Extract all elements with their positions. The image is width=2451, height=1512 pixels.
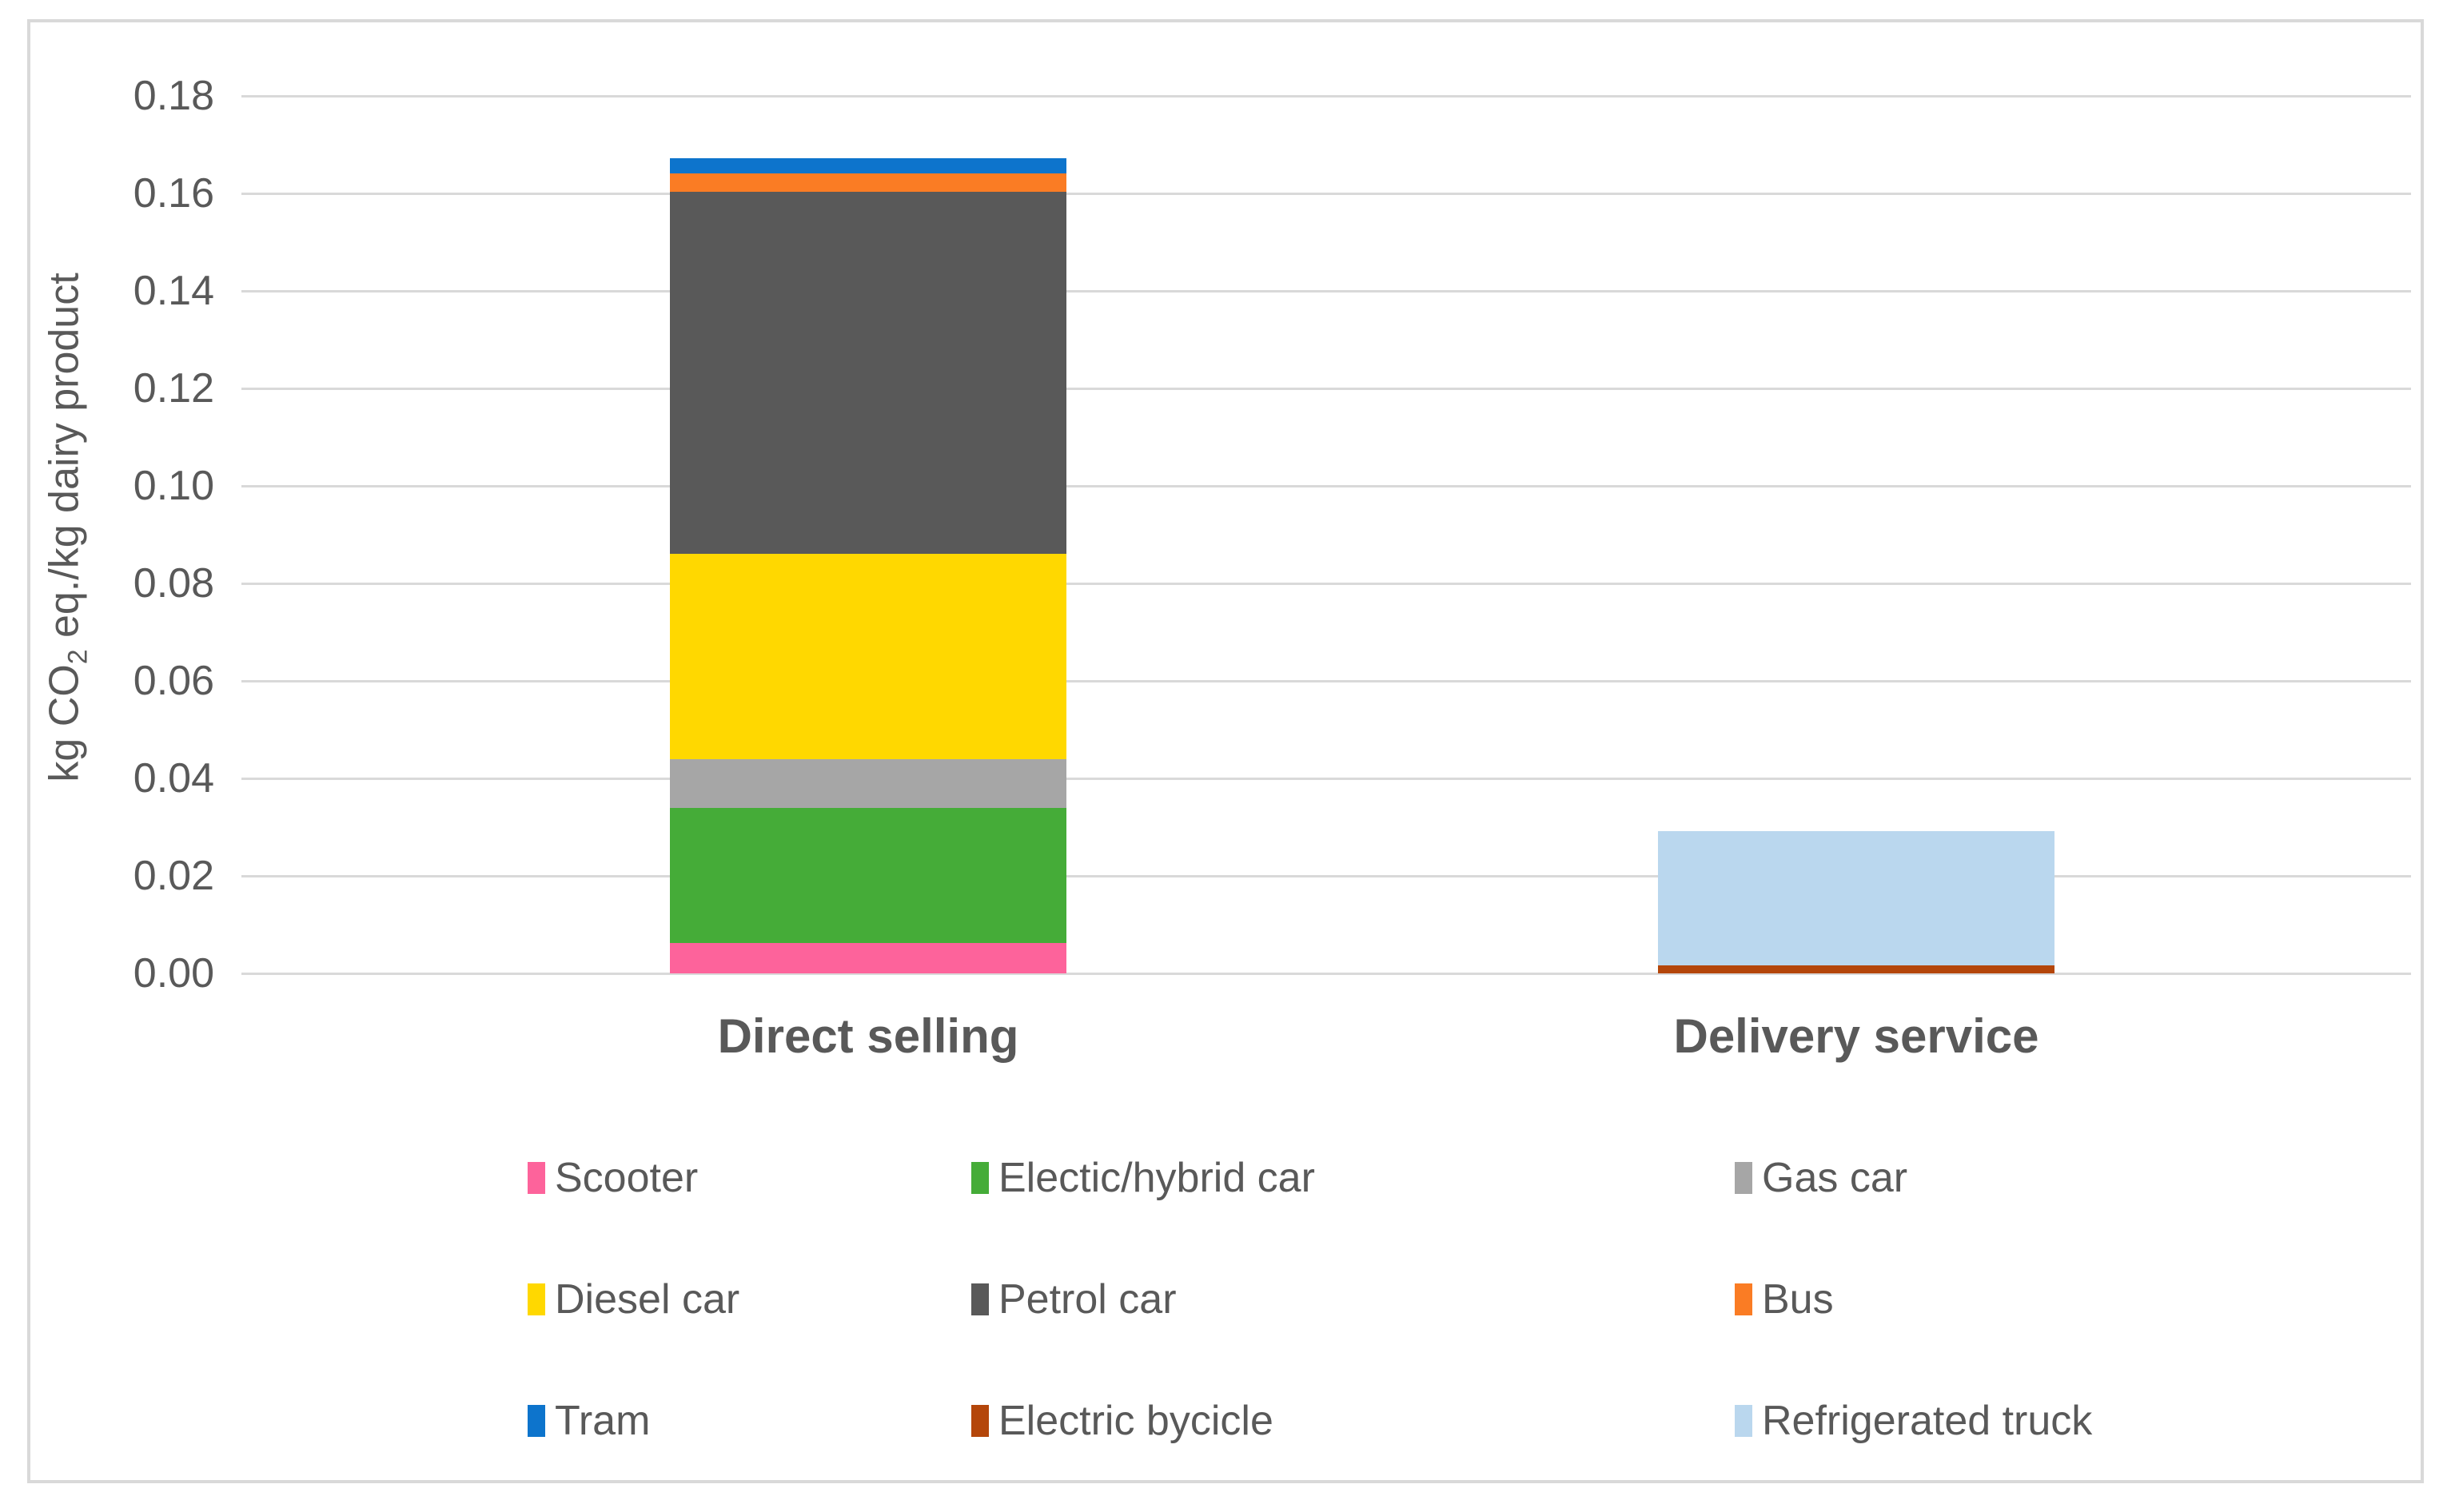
legend-swatch-scooter	[528, 1162, 545, 1194]
gridline-0.10	[241, 485, 2411, 487]
category-label-delivery-service: Delivery service	[1673, 1009, 2039, 1063]
y-axis-title-prefix: kg CO	[41, 664, 88, 782]
legend-label-bus: Bus	[1762, 1276, 1834, 1323]
legend-item-electric-bycicle: Electric bycicle	[971, 1392, 1273, 1450]
gridline-0.06	[241, 680, 2411, 682]
legend-item-bus: Bus	[1735, 1271, 1834, 1328]
legend-label-electic-hybrid-car: Electic/hybrid car	[998, 1155, 1315, 1201]
category-label-direct-selling: Direct selling	[717, 1009, 1019, 1063]
legend-swatch-electic-hybrid-car	[971, 1162, 989, 1194]
legend-item-petrol-car: Petrol car	[971, 1271, 1177, 1328]
legend-item-diesel-car: Diesel car	[528, 1271, 739, 1328]
bar-segment-refrigerated-truck-delivery-service	[1658, 831, 2054, 965]
legend-label-tram: Tram	[555, 1398, 651, 1444]
bar-direct-selling	[670, 0, 1066, 973]
legend-label-diesel-car: Diesel car	[555, 1276, 740, 1323]
gridline-0.12	[241, 388, 2411, 390]
y-tick-label-0.02: 0.02	[133, 853, 214, 899]
bar-segment-gas-car-direct-selling	[670, 759, 1066, 808]
bar-segment-diesel-car-direct-selling	[670, 554, 1066, 759]
gridline-0.02	[241, 875, 2411, 877]
legend-label-petrol-car: Petrol car	[998, 1276, 1177, 1323]
legend-swatch-tram	[528, 1405, 545, 1437]
legend-item-electic-hybrid-car: Electic/hybrid car	[971, 1149, 1315, 1207]
y-tick-label-0.10: 0.10	[133, 463, 214, 509]
legend-swatch-bus	[1735, 1283, 1752, 1315]
y-axis-title-suffix: eq./kg dairy product	[41, 273, 88, 650]
legend-swatch-petrol-car	[971, 1283, 989, 1315]
bar-segment-petrol-car-direct-selling	[670, 192, 1066, 554]
bar-segment-electic-hybrid-car-direct-selling	[670, 808, 1066, 943]
chart-border	[27, 19, 2424, 1483]
legend-label-electric-bycicle: Electric bycicle	[998, 1398, 1273, 1444]
bar-segment-scooter-direct-selling	[670, 943, 1066, 973]
legend-label-scooter: Scooter	[555, 1155, 699, 1201]
y-tick-label-0.12: 0.12	[133, 365, 214, 412]
legend-item-scooter: Scooter	[528, 1149, 698, 1207]
legend-swatch-diesel-car	[528, 1283, 545, 1315]
y-tick-label-0.06: 0.06	[133, 658, 214, 704]
y-tick-label-0.04: 0.04	[133, 755, 214, 802]
legend-item-tram: Tram	[528, 1392, 650, 1450]
y-axis-title: kg CO2 eq./kg dairy product	[40, 273, 94, 782]
legend-swatch-electric-bycicle	[971, 1405, 989, 1437]
gridline-0.18	[241, 95, 2411, 97]
legend-item-refrigerated-truck: Refrigerated truck	[1735, 1392, 2092, 1450]
gridline-0.08	[241, 583, 2411, 585]
legend-label-gas-car: Gas car	[1762, 1155, 1908, 1201]
legend-swatch-gas-car	[1735, 1162, 1752, 1194]
y-axis-title-subscript: 2	[62, 649, 94, 665]
gridline-0.04	[241, 778, 2411, 780]
y-tick-label-0.14: 0.14	[133, 268, 214, 314]
bar-segment-bus-direct-selling	[670, 173, 1066, 192]
y-tick-label-0.08: 0.08	[133, 560, 214, 607]
gridline-0.00	[241, 973, 2411, 975]
gridline-0.16	[241, 193, 2411, 195]
bar-segment-tram-direct-selling	[670, 158, 1066, 173]
bar-segment-electric-bycicle-delivery-service	[1658, 965, 2054, 973]
y-tick-label-0.18: 0.18	[133, 73, 214, 119]
bar-delivery-service	[1658, 0, 2054, 973]
y-tick-label-0.16: 0.16	[133, 170, 214, 217]
legend-item-gas-car: Gas car	[1735, 1149, 1907, 1207]
y-tick-label-0.00: 0.00	[133, 950, 214, 997]
legend-label-refrigerated-truck: Refrigerated truck	[1762, 1398, 2093, 1444]
gridline-0.14	[241, 290, 2411, 292]
legend-swatch-refrigerated-truck	[1735, 1405, 1752, 1437]
